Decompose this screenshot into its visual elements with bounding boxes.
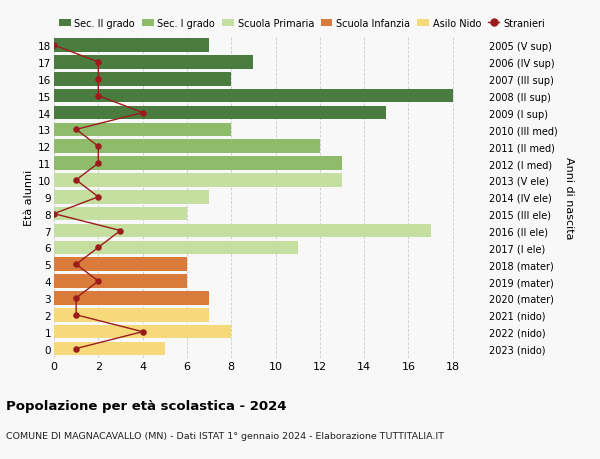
Bar [54, 207, 187, 221]
Text: COMUNE DI MAGNACAVALLO (MN) - Dati ISTAT 1° gennaio 2024 - Elaborazione TUTTITAL: COMUNE DI MAGNACAVALLO (MN) - Dati ISTAT… [6, 431, 444, 441]
Bar [54, 140, 320, 154]
Point [71, 126, 81, 134]
Point [71, 345, 81, 353]
Bar [54, 241, 298, 255]
Point [116, 227, 125, 235]
Point [138, 110, 148, 117]
Bar [54, 106, 386, 120]
Text: Popolazione per età scolastica - 2024: Popolazione per età scolastica - 2024 [6, 399, 287, 412]
Point [49, 42, 59, 50]
Point [71, 312, 81, 319]
Bar [54, 90, 453, 103]
Legend: Sec. II grado, Sec. I grado, Scuola Primaria, Scuola Infanzia, Asilo Nido, Stran: Sec. II grado, Sec. I grado, Scuola Prim… [59, 19, 545, 28]
Point [94, 160, 103, 168]
Bar [54, 157, 342, 170]
Point [94, 59, 103, 67]
Bar [54, 308, 209, 322]
Point [94, 143, 103, 151]
Bar [54, 190, 209, 204]
Bar [54, 123, 231, 137]
Point [94, 194, 103, 201]
Bar [54, 291, 209, 305]
Bar [54, 342, 165, 356]
Point [138, 328, 148, 336]
Bar [54, 325, 231, 339]
Bar [54, 56, 253, 69]
Bar [54, 275, 187, 288]
Bar [54, 39, 209, 53]
Point [94, 278, 103, 285]
Bar [54, 224, 431, 238]
Bar [54, 73, 231, 86]
Point [94, 244, 103, 252]
Point [71, 261, 81, 269]
Y-axis label: Età alunni: Età alunni [24, 169, 34, 225]
Y-axis label: Anni di nascita: Anni di nascita [564, 156, 574, 239]
Point [94, 93, 103, 100]
Point [94, 76, 103, 83]
Bar [54, 258, 187, 271]
Bar [54, 174, 342, 187]
Point [71, 177, 81, 184]
Point [71, 295, 81, 302]
Point [49, 211, 59, 218]
